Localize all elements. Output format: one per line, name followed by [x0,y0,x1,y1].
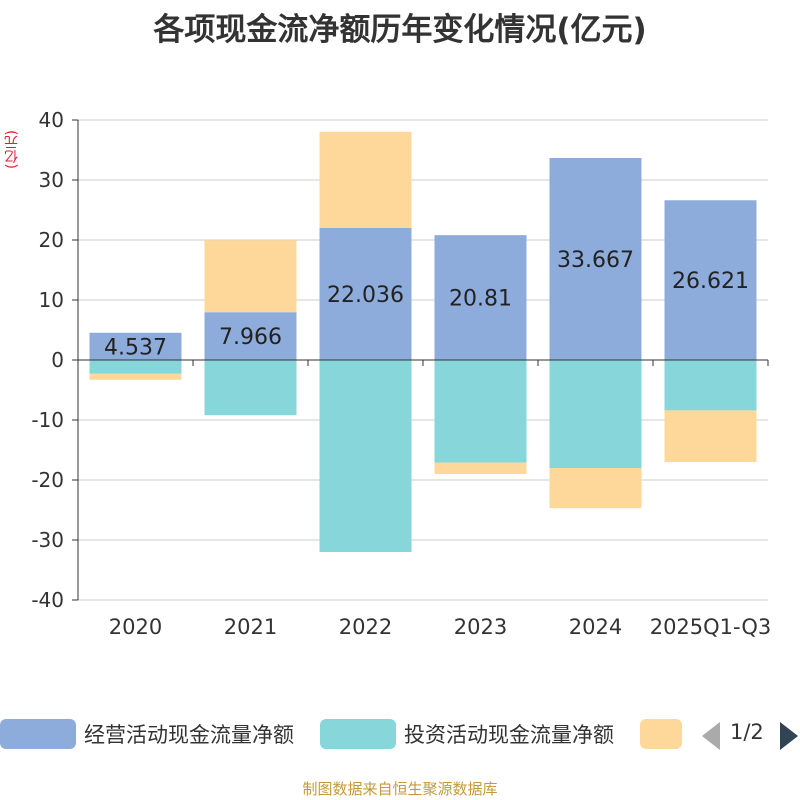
legend-item-investing[interactable]: 投资活动现金流量净额 [320,716,614,752]
bar-investing [549,360,642,468]
legend-pager: 1/2 [700,716,800,752]
bar-investing [204,360,297,416]
x-category-label: 2025Q1-Q3 [650,615,772,639]
bar-investing [89,360,182,374]
data-source-note: 制图数据来自恒生聚源数据库 [302,780,498,798]
chart-title: 各项现金流净额历年变化情况(亿元) [153,12,647,48]
data-label: 33.667 [557,248,634,273]
data-label: 4.537 [104,335,167,360]
legend: 经营活动现金流量净额 投资活动现金流量净额 [0,716,800,752]
data-label: 7.966 [219,325,282,350]
legend-swatch-investing [320,719,396,749]
y-tick-label: 20 [39,228,64,252]
legend-swatch-financing [640,719,682,749]
legend-page-indicator: 1/2 [730,720,764,744]
y-tick-label: -20 [31,468,64,492]
bar-operating [549,157,642,360]
chart-area: 40 30 20 10 0 -10 -20 -30 -40 4.537 7.966 22.036 20.… [31,108,772,639]
y-tick-label: -30 [31,528,64,552]
data-label: 20.81 [449,287,512,312]
legend-prev-page-icon[interactable] [702,722,720,750]
x-category-label: 2021 [224,615,277,639]
bar-operating [319,227,412,360]
y-tick-label: 40 [39,108,64,132]
bar-investing [664,360,757,411]
legend-item-operating[interactable]: 经营活动现金流量净额 [0,716,294,752]
bar-financing [664,410,757,462]
bar-operating [204,312,297,360]
bar-financing [319,131,412,228]
x-category-label: 2022 [339,615,392,639]
bar-financing [549,468,642,509]
bar-investing [434,360,527,463]
bar-operating [89,332,182,360]
legend-label-investing: 投资活动现金流量净额 [404,723,614,747]
x-category-label: 2020 [109,615,162,639]
legend-item-financing[interactable] [640,716,690,752]
legend-next-page-icon[interactable] [780,722,798,750]
bar-operating [664,200,757,360]
y-tick-label: -10 [31,408,64,432]
data-label: 22.036 [327,283,404,308]
y-tick-label: 10 [39,288,64,312]
x-category-label: 2023 [454,615,507,639]
x-category-label: 2024 [569,615,622,639]
bar-financing [204,240,297,313]
bar-investing [319,360,412,552]
y-tick-label: 30 [39,168,64,192]
bar-financing [434,462,527,474]
y-tick-label: 0 [51,348,64,372]
data-label: 26.621 [672,269,749,294]
legend-swatch-operating [0,719,76,749]
bar-financing [89,373,182,380]
y-tick-label: -40 [31,588,64,612]
legend-label-operating: 经营活动现金流量净额 [84,723,294,747]
bar-operating [434,235,527,360]
